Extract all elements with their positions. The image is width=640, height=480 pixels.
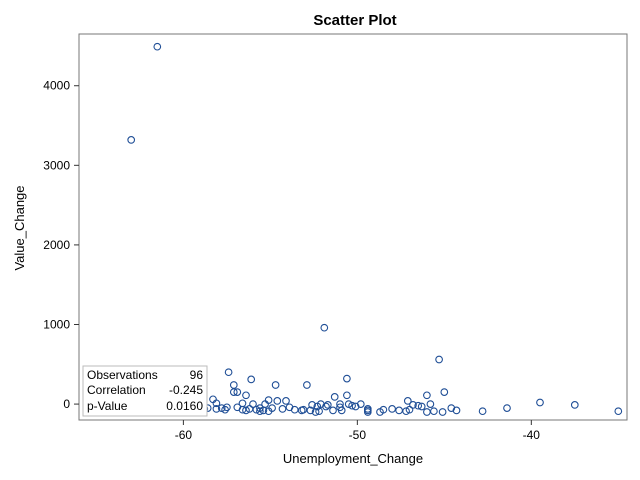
scatter-point <box>322 402 330 411</box>
stats-label-pvalue: p-Value <box>87 399 128 413</box>
scatter-point <box>217 404 226 412</box>
scatter-point <box>376 408 384 416</box>
y-tick-label: 2000 <box>43 238 70 252</box>
scatter-point <box>268 404 276 412</box>
scatter-point <box>308 401 316 409</box>
scatter-point <box>452 406 461 415</box>
scatter-point <box>348 401 356 410</box>
x-tick-label: -60 <box>175 428 193 442</box>
stats-value-pvalue: 0.0160 <box>166 399 203 413</box>
scatter-point <box>614 407 623 416</box>
scatter-point <box>343 374 351 383</box>
scatter-point <box>323 401 332 409</box>
scatter-point <box>503 404 511 412</box>
scatter-point <box>430 407 438 416</box>
scatter-point <box>395 406 403 415</box>
stats-inset: Observations 96 Correlation -0.245 p-Val… <box>82 365 208 417</box>
stats-value-correlation: -0.245 <box>169 383 203 397</box>
scatter-point <box>320 323 329 332</box>
y-tick-label: 0 <box>63 397 70 411</box>
scatter-point <box>212 405 221 413</box>
scatter-point <box>271 381 280 389</box>
scatter-point <box>273 397 282 405</box>
scatter-point <box>536 398 544 407</box>
y-tick-label: 1000 <box>43 317 70 331</box>
scatter-point <box>351 402 360 411</box>
scatter-point <box>264 396 273 404</box>
y-tick-label: 3000 <box>43 158 70 172</box>
stats-value-observations: 96 <box>190 368 204 382</box>
y-axis-ticks: 0 1000 2000 3000 4000 <box>43 79 79 411</box>
scatter-point <box>330 393 339 401</box>
scatter-point <box>363 408 372 416</box>
scatter-point <box>229 381 238 389</box>
scatter-point <box>423 408 431 416</box>
scatter-point <box>278 405 287 413</box>
x-tick-label: -40 <box>523 428 541 442</box>
scatter-point <box>153 42 162 51</box>
scatter-point <box>233 388 242 396</box>
stats-label-observations: Observations <box>87 368 158 382</box>
scatter-point <box>417 402 426 411</box>
scatter-point <box>290 405 299 414</box>
x-axis-ticks: -60 -50 -40 <box>175 420 541 442</box>
scatter-point <box>329 406 337 415</box>
scatter-point <box>315 407 323 416</box>
x-axis-label: Unemployment_Change <box>283 451 423 466</box>
scatter-point <box>337 406 346 415</box>
scatter-point <box>127 136 136 144</box>
scatter-point <box>343 391 351 400</box>
data-points <box>85 42 623 416</box>
chart-title: Scatter Plot <box>313 12 396 29</box>
scatter-point <box>259 406 268 415</box>
stats-box <box>82 365 208 417</box>
stats-label-correlation: Correlation <box>87 383 146 397</box>
scatter-point <box>414 401 423 410</box>
scatter-point <box>223 403 231 412</box>
scatter-point <box>306 406 315 415</box>
scatter-point <box>311 408 320 416</box>
scatter-point <box>435 355 443 364</box>
scatter-point <box>282 397 290 405</box>
scatter-point <box>313 402 322 411</box>
y-axis-label: Value_Change <box>12 185 27 270</box>
x-tick-label: -50 <box>349 428 367 442</box>
scatter-point <box>303 381 311 389</box>
scatter-point <box>229 388 238 396</box>
scatter-point <box>212 399 221 408</box>
scatter-point <box>403 397 412 405</box>
scatter-point <box>423 391 431 400</box>
scatter-point <box>245 405 254 413</box>
scatter-point <box>440 388 449 396</box>
scatter-point <box>478 407 487 416</box>
plot-frame <box>78 33 628 421</box>
scatter-point <box>570 401 579 409</box>
scatter-point <box>242 406 250 415</box>
scatter-point <box>426 400 435 408</box>
scatter-point <box>224 368 233 377</box>
scatter-point <box>247 375 256 384</box>
scatter-point <box>388 405 396 413</box>
scatter-point <box>256 407 264 416</box>
y-tick-label: 4000 <box>43 79 70 93</box>
scatter-point <box>242 391 250 400</box>
scatter-point <box>438 408 447 416</box>
